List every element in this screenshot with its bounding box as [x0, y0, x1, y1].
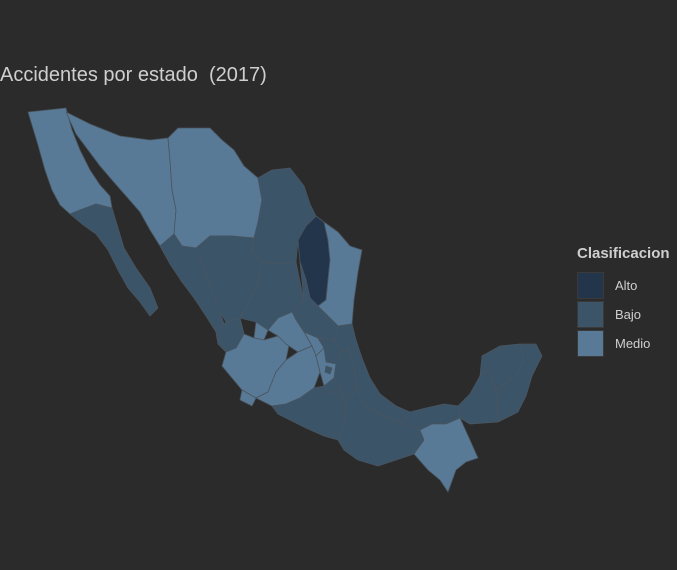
state-coahuila: [251, 167, 317, 265]
state-colima: [239, 389, 257, 407]
state-chiapas: [413, 417, 479, 493]
legend-label-bajo: Bajo: [615, 307, 642, 322]
legend-item-bajo: Bajo: [577, 300, 670, 329]
legend-label-medio: Medio: [615, 336, 651, 351]
legend-swatch-medio: [577, 330, 604, 357]
state-cdmx: [324, 365, 333, 375]
state-quintana-roo: [495, 343, 543, 423]
state-chihuahua: [167, 127, 263, 249]
legend-item-medio: Medio: [577, 329, 670, 358]
state-sinaloa: [159, 233, 227, 333]
legend-label-alto: Alto: [615, 278, 638, 293]
map-legend: Clasificacion Alto Bajo Medio: [577, 245, 670, 358]
legend-title: Clasificacion: [577, 245, 670, 262]
legend-item-alto: Alto: [577, 271, 670, 300]
state-baja-california-sur: [69, 203, 159, 317]
map-title: Accidentes por estado (2017): [0, 64, 267, 86]
state-campeche: [457, 369, 499, 425]
legend-swatch-bajo: [577, 301, 604, 328]
legend-swatch-alto: [577, 272, 604, 299]
